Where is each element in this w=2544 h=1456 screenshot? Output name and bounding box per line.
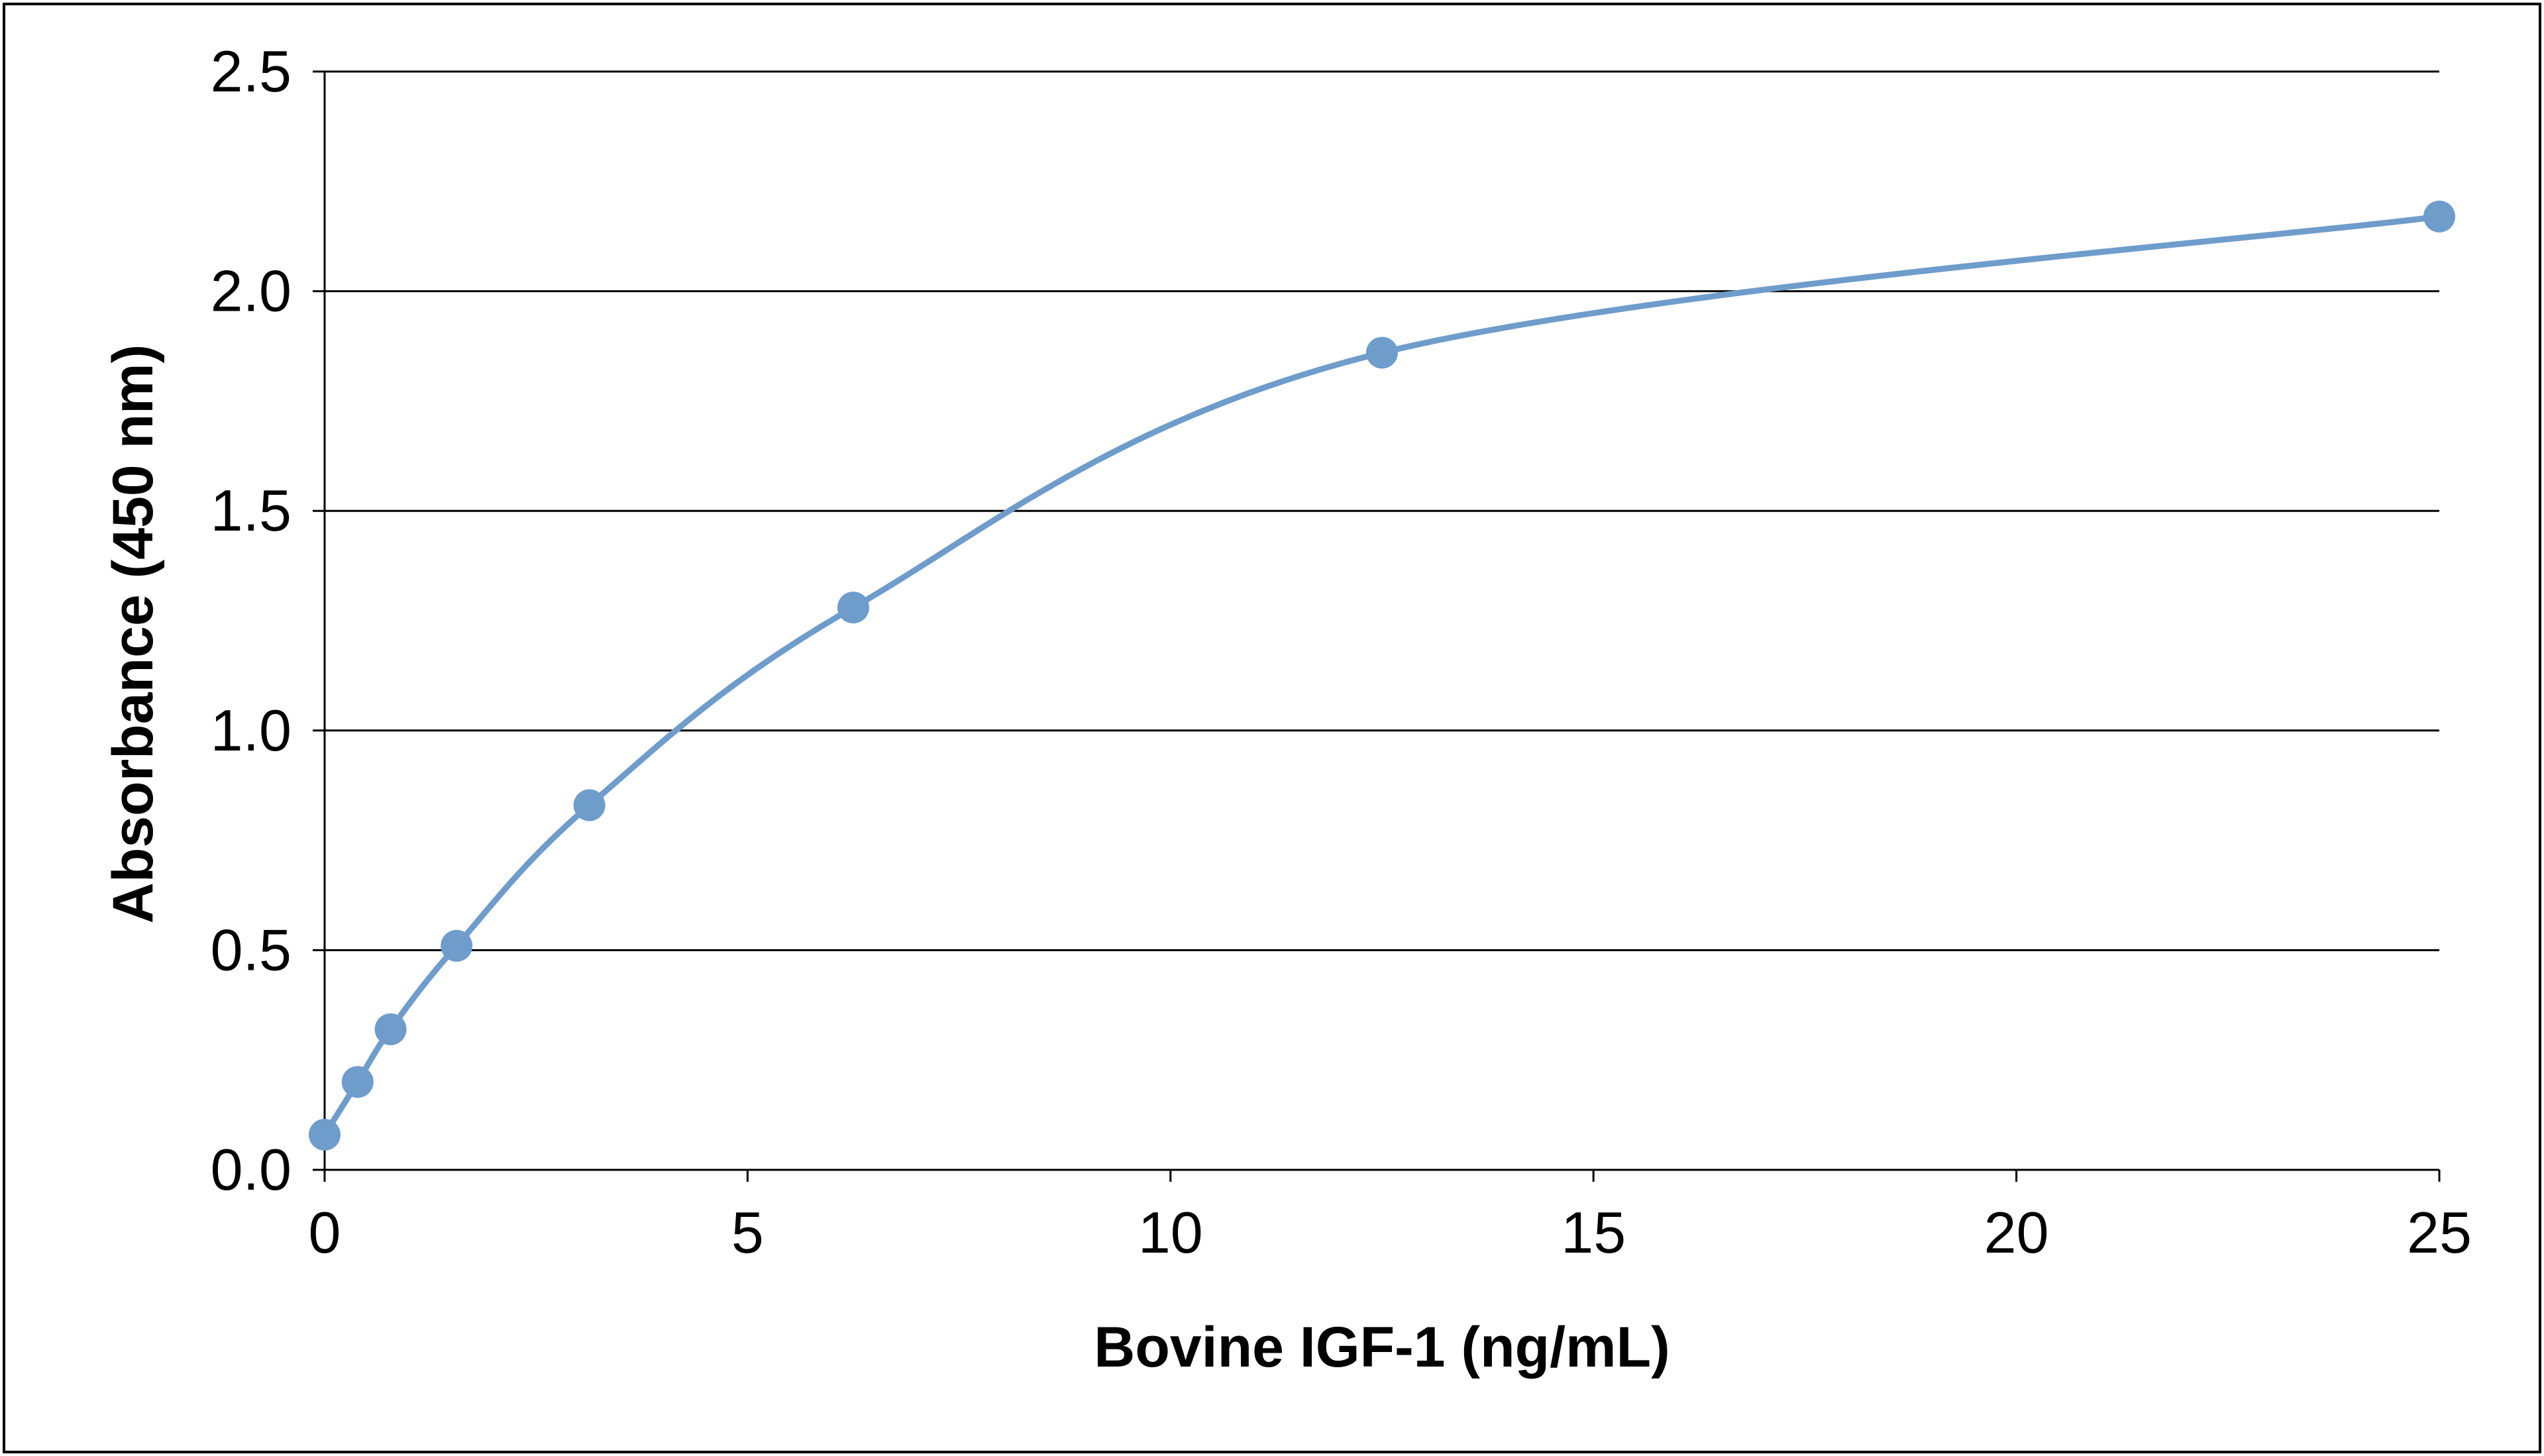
data-point	[341, 1066, 374, 1098]
x-tick-label: 15	[1561, 1200, 1626, 1265]
grid-lines	[325, 70, 2439, 951]
x-tick-label: 0	[309, 1200, 341, 1265]
chart-frame: 0.0 0.5 1.0 1.5 2.0 2.5 0 5 10 15 20 25 Bovine IGF-…	[3, 3, 2541, 1453]
data-point	[374, 1013, 407, 1045]
y-tick-label: 1.5	[211, 478, 292, 543]
y-tick-label: 0.0	[211, 1137, 292, 1202]
data-point	[309, 1118, 341, 1151]
x-axis-title: Bovine IGF-1 (ng/mL)	[1094, 1316, 1670, 1379]
data-point	[573, 789, 606, 821]
data-point	[837, 592, 869, 624]
x-tick-label: 20	[1984, 1200, 2049, 1265]
x-tick-label: 10	[1138, 1200, 1203, 1265]
data-point	[1366, 337, 1398, 369]
y-tick-label: 2.5	[211, 38, 292, 104]
y-tick-label: 2.0	[211, 258, 292, 324]
axes	[313, 70, 2441, 1182]
absorbance-chart: 0.0 0.5 1.0 1.5 2.0 2.5 0 5 10 15 20 25 Bovine IGF-…	[101, 38, 2472, 1379]
y-tick-label: 1.0	[211, 698, 292, 763]
tick-labels: 0.0 0.5 1.0 1.5 2.0 2.5 0 5 10 15 20 25	[211, 38, 2472, 1265]
x-tick-label: 5	[731, 1200, 764, 1265]
x-tick-label: 25	[2407, 1200, 2472, 1265]
series-data	[309, 200, 2455, 1151]
data-point	[2423, 200, 2455, 233]
data-point	[441, 929, 473, 962]
y-axis-title: Absorbance (450 nm)	[101, 344, 165, 924]
y-tick-label: 0.5	[211, 917, 292, 982]
